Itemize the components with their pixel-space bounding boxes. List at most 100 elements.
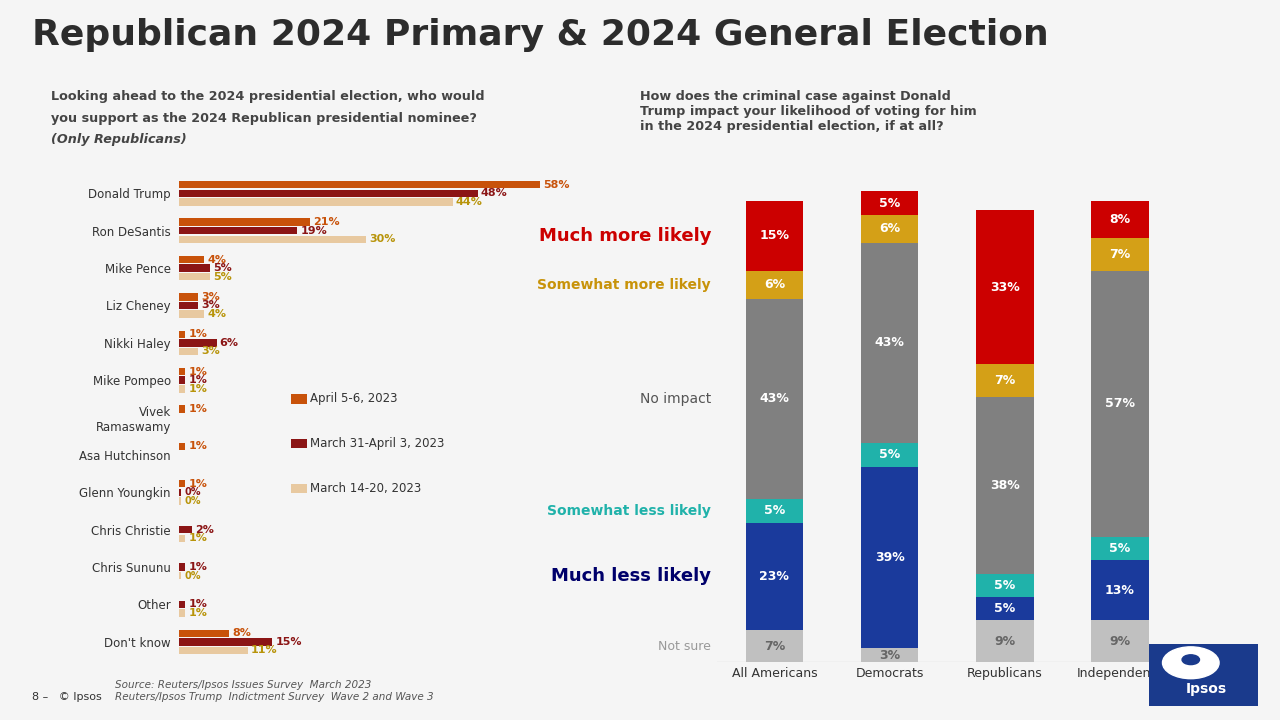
- Bar: [179, 600, 186, 608]
- Text: 1%: 1%: [188, 329, 207, 339]
- Text: 5%: 5%: [879, 449, 900, 462]
- Text: 0%: 0%: [184, 496, 201, 506]
- Bar: [179, 302, 198, 309]
- Bar: [291, 439, 307, 449]
- Text: Republican 2024 Primary & 2024 General Election: Republican 2024 Primary & 2024 General E…: [32, 18, 1048, 52]
- Text: April 5-6, 2023: April 5-6, 2023: [310, 392, 397, 405]
- Bar: [179, 264, 210, 272]
- Text: How does the criminal case against Donald
Trump impact your likelihood of voting: How does the criminal case against Donal…: [640, 90, 977, 133]
- Text: 1%: 1%: [188, 562, 207, 572]
- Bar: [179, 198, 453, 206]
- Bar: [746, 630, 804, 662]
- Text: 7%: 7%: [764, 639, 785, 652]
- Text: 2%: 2%: [195, 525, 214, 535]
- Text: you support as the 2024 Republican presidential nominee?: you support as the 2024 Republican presi…: [51, 112, 477, 125]
- Bar: [746, 499, 804, 523]
- Bar: [291, 395, 307, 404]
- Text: 48%: 48%: [481, 189, 507, 198]
- Bar: [977, 397, 1034, 574]
- Bar: [179, 498, 180, 505]
- Bar: [861, 467, 919, 649]
- Text: 7%: 7%: [995, 374, 1015, 387]
- Text: No impact: No impact: [640, 392, 712, 406]
- Text: 8%: 8%: [232, 629, 251, 638]
- Bar: [179, 572, 180, 580]
- Bar: [179, 181, 540, 189]
- Text: 15%: 15%: [759, 229, 790, 242]
- Text: 15%: 15%: [275, 637, 302, 647]
- Bar: [179, 526, 192, 534]
- Bar: [746, 201, 804, 271]
- Text: 43%: 43%: [874, 336, 905, 349]
- Text: 43%: 43%: [759, 392, 790, 405]
- Bar: [179, 235, 366, 243]
- Text: 1%: 1%: [188, 384, 207, 394]
- Bar: [179, 330, 186, 338]
- Text: 8%: 8%: [1110, 213, 1130, 226]
- Bar: [179, 629, 229, 637]
- Text: 3%: 3%: [201, 300, 220, 310]
- Text: 4%: 4%: [207, 254, 227, 264]
- Text: 3%: 3%: [201, 292, 220, 302]
- Text: 7%: 7%: [1110, 248, 1130, 261]
- Text: 1%: 1%: [188, 534, 207, 544]
- Text: 30%: 30%: [369, 234, 396, 244]
- Bar: [179, 443, 186, 450]
- Bar: [861, 444, 919, 467]
- Text: 9%: 9%: [995, 635, 1015, 648]
- Bar: [179, 189, 477, 197]
- Bar: [977, 210, 1034, 364]
- Text: 1%: 1%: [188, 479, 207, 489]
- Bar: [179, 480, 186, 487]
- Text: Much less likely: Much less likely: [552, 567, 712, 585]
- Bar: [179, 534, 186, 542]
- Text: Somewhat more likely: Somewhat more likely: [538, 278, 712, 292]
- Bar: [861, 649, 919, 662]
- Text: 3%: 3%: [201, 346, 220, 356]
- Text: 39%: 39%: [874, 551, 905, 564]
- Text: March 31-April 3, 2023: March 31-April 3, 2023: [310, 437, 444, 450]
- Bar: [746, 271, 804, 299]
- Bar: [746, 299, 804, 499]
- Text: Ipsos: Ipsos: [1185, 683, 1226, 696]
- Bar: [179, 256, 204, 264]
- Text: 21%: 21%: [312, 217, 339, 227]
- Text: 6%: 6%: [220, 338, 238, 348]
- Text: 6%: 6%: [764, 278, 785, 291]
- Bar: [179, 310, 204, 318]
- Text: 1%: 1%: [188, 441, 207, 451]
- Bar: [861, 215, 919, 243]
- Text: 5%: 5%: [995, 602, 1015, 616]
- Text: 3%: 3%: [879, 649, 900, 662]
- Text: 8 –   © Ipsos: 8 – © Ipsos: [32, 692, 101, 702]
- Bar: [179, 385, 186, 392]
- Text: 38%: 38%: [989, 479, 1020, 492]
- Text: 4%: 4%: [207, 309, 227, 319]
- Bar: [1092, 536, 1149, 560]
- Text: 13%: 13%: [1105, 584, 1135, 597]
- Bar: [861, 243, 919, 444]
- Bar: [861, 192, 919, 215]
- Text: 5%: 5%: [879, 197, 900, 210]
- Bar: [179, 348, 198, 355]
- Bar: [179, 293, 198, 301]
- Text: Source: Reuters/Ipsos Issues Survey  March 2023
Reuters/Ipsos Trump  Indictment : Source: Reuters/Ipsos Issues Survey Marc…: [115, 680, 434, 702]
- Text: Looking ahead to the 2024 presidential election, who would: Looking ahead to the 2024 presidential e…: [51, 90, 485, 103]
- Text: 6%: 6%: [879, 222, 900, 235]
- Text: Not sure: Not sure: [658, 639, 712, 652]
- Text: 11%: 11%: [251, 645, 278, 655]
- Text: 0%: 0%: [184, 487, 201, 498]
- Text: Somewhat less likely: Somewhat less likely: [547, 504, 712, 518]
- Bar: [977, 597, 1034, 621]
- Text: 5%: 5%: [214, 263, 232, 273]
- Bar: [1092, 621, 1149, 662]
- Text: 0%: 0%: [184, 571, 201, 581]
- Text: 5%: 5%: [995, 579, 1015, 592]
- Text: 23%: 23%: [759, 570, 790, 582]
- Bar: [1092, 238, 1149, 271]
- Bar: [1092, 201, 1149, 238]
- Bar: [179, 218, 310, 226]
- Text: 57%: 57%: [1105, 397, 1135, 410]
- Bar: [179, 563, 186, 571]
- Bar: [1092, 560, 1149, 621]
